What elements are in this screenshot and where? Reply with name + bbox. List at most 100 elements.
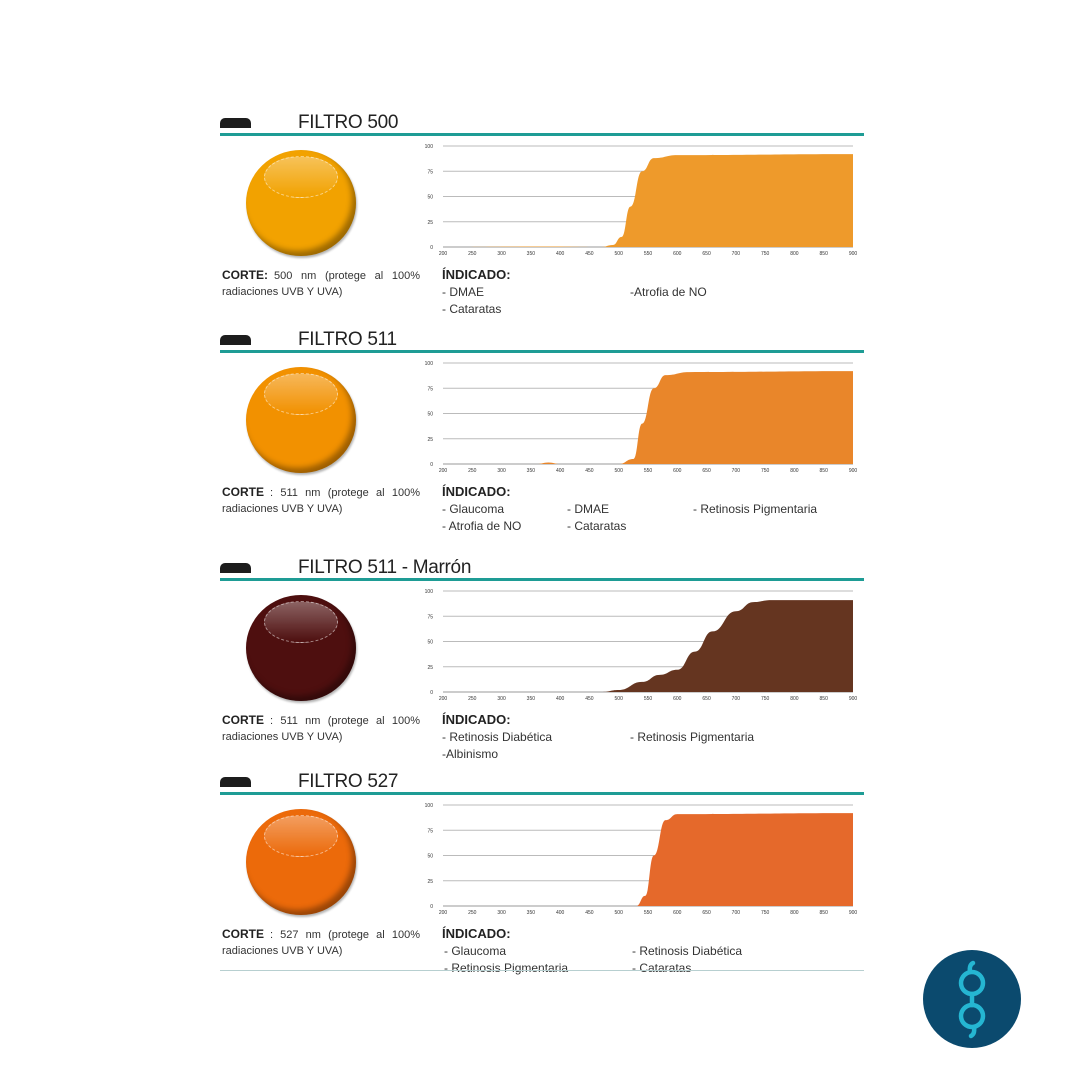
y-tick-label: 50 — [427, 412, 433, 418]
x-tick-label: 800 — [790, 251, 799, 257]
y-tick-label: 0 — [430, 245, 433, 251]
x-tick-label: 650 — [702, 468, 711, 474]
y-tick-label: 50 — [427, 640, 433, 646]
x-tick-label: 200 — [439, 910, 448, 916]
indication-item: - Cataratas — [567, 519, 627, 533]
indication-column: - Retinosis Diabética - Cataratas — [632, 943, 742, 977]
lens-swatch — [246, 150, 356, 256]
x-tick-label: 400 — [556, 910, 565, 916]
x-tick-label: 750 — [761, 910, 770, 916]
y-tick-label: 100 — [425, 589, 434, 595]
x-tick-label: 250 — [468, 696, 477, 702]
x-tick-label: 750 — [761, 251, 770, 257]
y-tick-label: 0 — [430, 690, 433, 696]
transmission-chart: 0 25 50 75 100 200 250 300 350 400 450 500 550 600 650… — [425, 589, 858, 702]
lens-swatch — [246, 367, 356, 473]
y-tick-label: 50 — [427, 854, 433, 860]
y-tick-label: 50 — [427, 195, 433, 201]
x-tick-label: 850 — [820, 468, 829, 474]
section-rule — [220, 792, 864, 795]
bottom-divider — [220, 970, 864, 971]
x-tick-label: 600 — [673, 251, 682, 257]
indication-item: - DMAE — [567, 502, 609, 516]
section-rule — [220, 133, 864, 136]
corte-label: CORTE — [222, 713, 264, 727]
x-tick-label: 650 — [702, 696, 711, 702]
x-tick-label: 350 — [527, 468, 536, 474]
lens-swatch — [246, 809, 356, 915]
y-tick-label: 100 — [425, 803, 434, 809]
x-tick-label: 350 — [527, 910, 536, 916]
indicado-label: ÍNDICADO: — [442, 712, 511, 727]
corte-text: CORTE: 500 nm (protege al 100% radiacione… — [222, 267, 420, 300]
section-tab — [220, 118, 251, 128]
x-tick-label: 300 — [497, 251, 506, 257]
corte-text: CORTE: 527 nm (protege al 100% radiacion… — [222, 926, 420, 959]
x-tick-label: 600 — [673, 910, 682, 916]
indication-column: - Retinosis Diabética -Albinismo — [442, 729, 552, 763]
x-tick-label: 750 — [761, 696, 770, 702]
x-tick-label: 700 — [732, 468, 741, 474]
section-title: FILTRO 527 — [298, 771, 399, 792]
indication-item: - Retinosis Pigmentaria — [693, 502, 818, 516]
x-tick-label: 700 — [732, 251, 741, 257]
filter-section: FILTRO 511 - Marrón CORTE: 511 nm (prote… — [220, 555, 864, 770]
y-tick-label: 75 — [427, 828, 433, 834]
indication-item: - Retinosis Diabética — [442, 730, 553, 744]
x-tick-label: 300 — [497, 910, 506, 916]
glasses-logo — [923, 950, 1021, 1048]
transmission-chart: 0 25 50 75 100 200 250 300 350 400 450 500 550 600 650… — [425, 361, 858, 474]
corte-value: : 511 nm (protege al 100% radiaciones UV… — [222, 715, 420, 743]
x-tick-label: 500 — [615, 910, 624, 916]
lens-highlight — [264, 373, 338, 415]
x-tick-label: 550 — [644, 468, 653, 474]
x-tick-label: 450 — [585, 251, 594, 257]
y-tick-label: 75 — [427, 614, 433, 620]
x-tick-label: 250 — [468, 251, 477, 257]
section-rule — [220, 350, 864, 353]
indication-column: - DMAE - Cataratas — [567, 501, 626, 535]
indication-column: - DMAE - Cataratas — [442, 284, 501, 318]
lens-highlight — [264, 156, 338, 198]
indication-item: - Cataratas — [632, 961, 692, 975]
filter-section: FILTRO 511 CORTE: 511 nm (protege al 100… — [220, 327, 864, 542]
x-tick-label: 500 — [615, 468, 624, 474]
x-tick-label: 300 — [497, 468, 506, 474]
x-tick-label: 900 — [849, 696, 858, 702]
section-title: FILTRO 511 — [298, 329, 397, 350]
x-tick-label: 800 — [790, 910, 799, 916]
x-tick-label: 200 — [439, 468, 448, 474]
indicado-label: ÍNDICADO: — [442, 484, 511, 499]
x-tick-label: 850 — [820, 696, 829, 702]
x-tick-label: 550 — [644, 251, 653, 257]
indication-column: - Retinosis Pigmentaria — [693, 501, 817, 518]
corte-label: CORTE — [222, 927, 264, 941]
lens-highlight — [264, 601, 338, 643]
transmission-area — [443, 600, 853, 692]
x-tick-label: 400 — [556, 696, 565, 702]
corte-label: CORTE — [222, 485, 264, 499]
x-tick-label: 400 — [556, 468, 565, 474]
x-tick-label: 650 — [702, 910, 711, 916]
transmission-area — [443, 371, 853, 464]
x-tick-label: 600 — [673, 468, 682, 474]
indicado-label: ÍNDICADO: — [442, 267, 511, 282]
glasses-icon — [958, 960, 986, 1039]
indication-item: - Atrofia de NO — [442, 519, 522, 533]
x-tick-label: 500 — [615, 696, 624, 702]
indication-item: -Albinismo — [442, 747, 499, 761]
x-tick-label: 350 — [527, 696, 536, 702]
indication-item: - DMAE — [442, 285, 484, 299]
x-tick-label: 550 — [644, 910, 653, 916]
corte-text: CORTE: 511 nm (protege al 100% radiacion… — [222, 484, 420, 517]
lens-swatch — [246, 595, 356, 701]
indication-column: - Glaucoma - Retinosis Pigmentaria — [444, 943, 568, 977]
x-tick-label: 650 — [702, 251, 711, 257]
indication-column: - Glaucoma - Atrofia de NO — [442, 501, 521, 535]
y-tick-label: 0 — [430, 462, 433, 468]
y-tick-label: 25 — [427, 879, 433, 885]
x-tick-label: 450 — [585, 910, 594, 916]
filter-section: FILTRO 500 CORTE: 500 nm (protege al 100%… — [220, 110, 864, 325]
x-tick-label: 200 — [439, 251, 448, 257]
filter-section: FILTRO 527 CORTE: 527 nm (protege al 100… — [220, 769, 864, 984]
